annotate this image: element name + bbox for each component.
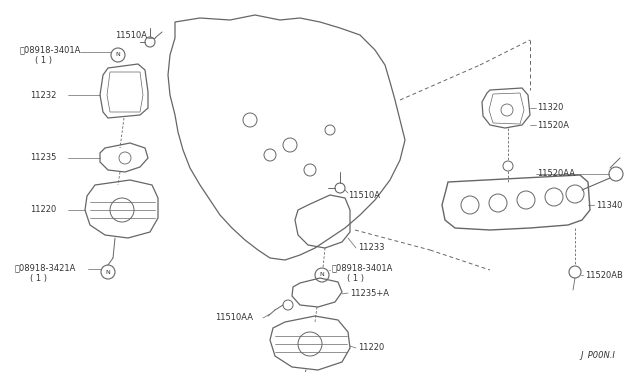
Text: 11520A: 11520A bbox=[537, 121, 569, 129]
Text: 11233: 11233 bbox=[358, 244, 385, 253]
Text: ( 1 ): ( 1 ) bbox=[35, 55, 52, 64]
Text: ( 1 ): ( 1 ) bbox=[30, 273, 47, 282]
Text: ⓝ08918-3401A: ⓝ08918-3401A bbox=[332, 263, 394, 273]
Text: 11340: 11340 bbox=[596, 201, 622, 209]
Text: J  P00N.I: J P00N.I bbox=[580, 350, 615, 359]
Text: 11220: 11220 bbox=[358, 343, 384, 353]
Text: N: N bbox=[116, 52, 120, 58]
Text: 11520AA: 11520AA bbox=[537, 170, 575, 179]
Text: ( 1 ): ( 1 ) bbox=[347, 273, 364, 282]
Text: N: N bbox=[106, 269, 110, 275]
Text: ⓝ08918-3401A: ⓝ08918-3401A bbox=[20, 45, 81, 55]
Text: 11235: 11235 bbox=[30, 154, 56, 163]
Text: 11510AA: 11510AA bbox=[215, 314, 253, 323]
Text: 11232: 11232 bbox=[30, 90, 56, 99]
Text: 11510A: 11510A bbox=[348, 190, 380, 199]
Text: 11510A: 11510A bbox=[115, 31, 147, 39]
Text: ⓝ08918-3421A: ⓝ08918-3421A bbox=[15, 263, 76, 273]
Text: 11520AB: 11520AB bbox=[585, 270, 623, 279]
Text: N: N bbox=[319, 273, 324, 278]
Text: 11220: 11220 bbox=[30, 205, 56, 215]
Text: 11235+A: 11235+A bbox=[350, 289, 389, 298]
Text: 11320: 11320 bbox=[537, 103, 563, 112]
